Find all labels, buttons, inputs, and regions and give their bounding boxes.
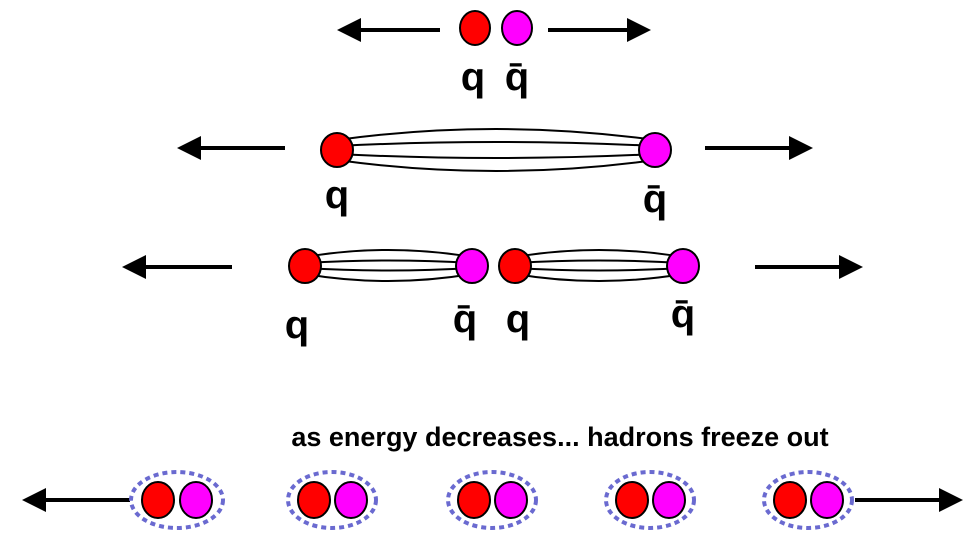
antiquark — [666, 248, 700, 284]
hadron — [286, 470, 378, 530]
string — [304, 249, 473, 282]
label: q — [506, 297, 530, 341]
label: q — [285, 303, 309, 347]
label: q̄ — [671, 292, 695, 336]
label: q̄ — [505, 55, 529, 99]
hadron — [129, 470, 225, 530]
quark — [320, 132, 354, 168]
antiquark — [455, 248, 489, 284]
label: q̄ — [453, 297, 477, 341]
label: q — [461, 55, 485, 99]
antiquark — [638, 132, 672, 168]
antiquark — [501, 10, 533, 46]
hadron — [762, 470, 854, 530]
quark — [498, 248, 532, 284]
hadron — [604, 470, 696, 530]
hadrons — [22, 470, 963, 530]
label: q̄ — [643, 177, 667, 221]
quark — [288, 248, 322, 284]
row-2: q q̄ — [177, 128, 813, 221]
label: q — [325, 173, 349, 217]
row-3: q q̄ q q̄ — [122, 248, 863, 347]
row-1: q q̄ — [337, 10, 651, 99]
caption: as energy decreases... hadrons freeze ou… — [291, 422, 828, 452]
string — [336, 128, 656, 172]
quark — [459, 10, 491, 46]
string — [514, 249, 684, 282]
hadron — [446, 470, 538, 530]
